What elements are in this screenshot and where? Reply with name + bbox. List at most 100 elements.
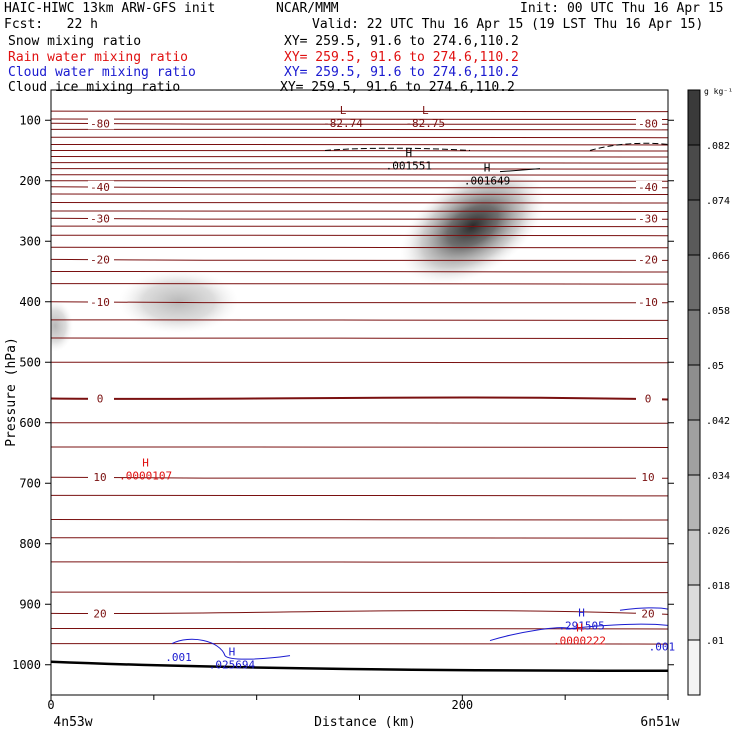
colorbar-cell-1 <box>688 145 700 200</box>
extremum-value-3: .001649 <box>464 175 510 188</box>
field-label-cloud-ice: Cloud ice mixing ratio <box>8 80 181 95</box>
isotherm-label-bg-right-1 <box>636 180 662 193</box>
field-label-cloud-water: Cloud water mixing ratio <box>8 65 196 80</box>
field-label-snow: Snow mixing ratio <box>8 34 142 49</box>
colorbar-cell-0 <box>688 90 700 145</box>
contour-label-0: .001 <box>165 651 192 664</box>
init-time: Init: 00 UTC Thu 16 Apr 15 <box>520 1 724 16</box>
isotherm-line-19 <box>51 319 668 321</box>
shaded-core-1 <box>118 269 239 334</box>
colorbar-label-2: .066 <box>706 251 730 262</box>
y-tick-label-5: 600 <box>19 416 41 430</box>
isotherm-label-bg-left-1 <box>88 180 114 193</box>
isotherm-line-5 <box>51 149 668 152</box>
contour-label-1: .001 <box>649 641 676 654</box>
field-xy-snow: XY= 259.5, 91.6 to 274.6,110.2 <box>284 34 519 49</box>
isotherm--30 <box>51 217 668 220</box>
isotherm-line-27 <box>51 561 668 563</box>
field-xy-cloud-water: XY= 259.5, 91.6 to 274.6,110.2 <box>284 65 519 80</box>
y-tick-label-9: 1000 <box>12 658 41 672</box>
colorbar-cell-4 <box>688 310 700 365</box>
isotherm-label-bg-left-6 <box>88 471 114 484</box>
isotherm-label-right-3: -20 <box>638 253 658 266</box>
colorbar-cell-2 <box>688 200 700 255</box>
extremum-marker-6: H <box>578 606 585 619</box>
x-endpoint-left: 4n53w <box>53 715 92 730</box>
isotherm-label-bg-right-0 <box>636 117 662 130</box>
isotherm-label-bg-right-5 <box>636 392 662 405</box>
y-tick-label-3: 400 <box>19 295 41 309</box>
isotherm-label-bg-right-6 <box>636 471 662 484</box>
colorbar-cell-8 <box>688 530 700 585</box>
y-tick-label-7: 800 <box>19 537 41 551</box>
y-tick-label-4: 500 <box>19 355 41 369</box>
isotherm-line-16 <box>51 246 668 249</box>
isotherm-line-29 <box>51 627 668 630</box>
isotherm-label-left-1: -40 <box>90 181 110 194</box>
colorbar-label-7: .026 <box>706 526 730 537</box>
colorbar-label-0: .082 <box>706 141 730 152</box>
colorbar-cell-3 <box>688 255 700 310</box>
isotherm-label-right-1: -40 <box>638 181 658 194</box>
isotherm-line-3 <box>51 136 668 139</box>
isotherm-label-right-5: 0 <box>645 393 652 406</box>
cloud-water-contour-left <box>171 638 291 660</box>
extremum-marker-7: H <box>576 621 583 634</box>
colorbar-label-4: .05 <box>706 361 724 372</box>
y-tick-label-1: 200 <box>19 174 41 188</box>
isotherm-label-left-3: -20 <box>90 253 110 266</box>
isotherm-0 <box>51 396 668 401</box>
extremum-marker-4: H <box>142 456 149 469</box>
isotherm-line-17 <box>51 270 668 273</box>
cloud-water-contour-right-upper <box>619 607 668 611</box>
isotherm-label-bg-left-4 <box>88 295 114 308</box>
colorbar-cell-6 <box>688 420 700 475</box>
extremum-value-2: .001551 <box>386 160 432 173</box>
extremum-value-6: .291505 <box>558 619 604 632</box>
colorbar-label-3: .058 <box>706 306 730 317</box>
isotherm-label-bg-right-7 <box>636 607 662 620</box>
field-xy-rain: XY= 259.5, 91.6 to 274.6,110.2 <box>284 50 519 65</box>
isotherm-line-23 <box>51 446 668 448</box>
isotherm-label-right-2: -30 <box>638 212 658 225</box>
colorbar-cell-7 <box>688 475 700 530</box>
extremum-value-7: .0000222 <box>553 634 606 647</box>
field-label-rain: Rain water mixing ratio <box>8 50 189 65</box>
isotherm-line-9 <box>51 173 668 176</box>
isotherm-line-30 <box>51 642 668 645</box>
isotherm-line-14 <box>51 225 668 228</box>
isotherm-label-bg-right-4 <box>636 295 662 308</box>
isotherm-line-20 <box>51 337 668 340</box>
y-tick-label-2: 300 <box>19 234 41 248</box>
x-endpoint-right: 6n51w <box>640 715 679 730</box>
isotherm-label-bg-left-0 <box>88 117 114 130</box>
isotherm-line-15 <box>51 234 668 237</box>
isotherm-line-8 <box>51 167 668 170</box>
colorbar-label-6: .034 <box>706 471 730 482</box>
colorbar-label-1: .074 <box>706 196 730 207</box>
colorbar-cell-10 <box>688 640 700 695</box>
isotherm-line-22 <box>51 422 668 424</box>
isotherm-20 <box>51 610 668 615</box>
isotherm-line-21 <box>51 361 668 364</box>
isotherm-10 <box>51 476 668 479</box>
cloud-ice-contour-mid <box>499 168 541 173</box>
isotherm-label-left-5: 0 <box>97 393 104 406</box>
extremum-value-4: .0000107 <box>119 469 172 482</box>
isotherm--20 <box>51 258 668 261</box>
isotherm-label-bg-left-5 <box>88 392 114 405</box>
y-tick-label-6: 700 <box>19 476 41 490</box>
y-tick-label-0: 100 <box>19 113 41 127</box>
extremum-marker-3: H <box>484 162 491 175</box>
colorbar-cell-5 <box>688 365 700 420</box>
isotherm-label-bg-right-2 <box>636 212 662 225</box>
colorbar-label-9: .01 <box>706 636 724 647</box>
isotherm--40 <box>51 186 668 189</box>
isotherm-label-left-7: 20 <box>93 607 106 620</box>
colorbar-label-8: .018 <box>706 581 730 592</box>
isotherm-label-bg-left-3 <box>88 253 114 266</box>
x-tick-label-1: 200 <box>451 698 473 712</box>
isotherm-line-7 <box>51 161 668 164</box>
extremum-marker-2: H <box>406 147 413 160</box>
